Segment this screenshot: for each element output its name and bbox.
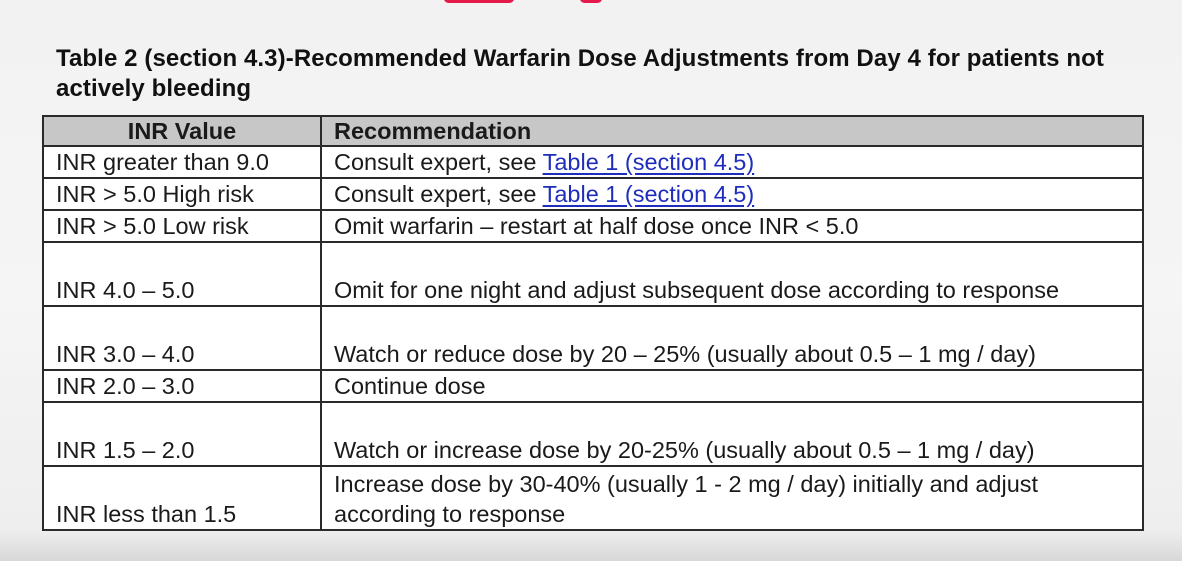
table-row: INR 4.0 – 5.0 Omit for one night and adj…	[42, 241, 1144, 307]
recommendation-text: Consult expert, see	[334, 149, 543, 175]
cropped-heading-fragment	[430, 0, 610, 6]
recommendation-cell: Watch or increase dose by 20-25% (usuall…	[320, 401, 1144, 467]
table-row: INR 1.5 – 2.0 Watch or increase dose by …	[42, 401, 1144, 467]
table-1-link[interactable]: Table 1 (section 4.5)	[542, 149, 755, 175]
table-row: INR > 5.0 Low risk Omit warfarin – resta…	[42, 209, 1144, 243]
table-header-row: INR Value Recommendation	[42, 115, 1144, 147]
inr-value-cell: INR 2.0 – 3.0	[42, 369, 322, 403]
recommendation-cell: Consult expert, see Table 1 (section 4.5…	[320, 145, 1144, 179]
table-title: Table 2 (section 4.3)-Recommended Warfar…	[56, 45, 1104, 102]
inr-value-cell: INR > 5.0 High risk	[42, 177, 322, 211]
inr-value-cell: INR 3.0 – 4.0	[42, 305, 322, 371]
inr-value-cell: INR 1.5 – 2.0	[42, 401, 322, 467]
inr-value-cell: INR > 5.0 Low risk	[42, 209, 322, 243]
recommendation-cell: Omit warfarin – restart at half dose onc…	[320, 209, 1144, 243]
inr-value-cell: INR 4.0 – 5.0	[42, 241, 322, 307]
inr-value-cell: INR greater than 9.0	[42, 145, 322, 179]
recommendation-text: Consult expert, see	[334, 181, 543, 207]
recommendation-cell: Consult expert, see Table 1 (section 4.5…	[320, 177, 1144, 211]
table-row: INR 3.0 – 4.0 Watch or reduce dose by 20…	[42, 305, 1144, 371]
table-row: INR > 5.0 High risk Consult expert, see …	[42, 177, 1144, 211]
header-recommendation: Recommendation	[320, 115, 1144, 147]
table-row: INR 2.0 – 3.0 Continue dose	[42, 369, 1144, 403]
table-1-link[interactable]: Table 1 (section 4.5)	[542, 181, 755, 207]
warfarin-dose-table: INR Value Recommendation INR greater tha…	[42, 115, 1144, 531]
table-row: INR greater than 9.0 Consult expert, see…	[42, 145, 1144, 179]
recommendation-cell: Continue dose	[320, 369, 1144, 403]
header-inr-value: INR Value	[42, 115, 322, 147]
recommendation-cell: Increase dose by 30-40% (usually 1 - 2 m…	[320, 465, 1144, 531]
recommendation-cell: Watch or reduce dose by 20 – 25% (usuall…	[320, 305, 1144, 371]
recommendation-cell: Omit for one night and adjust subsequent…	[320, 241, 1144, 307]
inr-value-cell: INR less than 1.5	[42, 465, 322, 531]
table-row: INR less than 1.5 Increase dose by 30-40…	[42, 465, 1144, 531]
